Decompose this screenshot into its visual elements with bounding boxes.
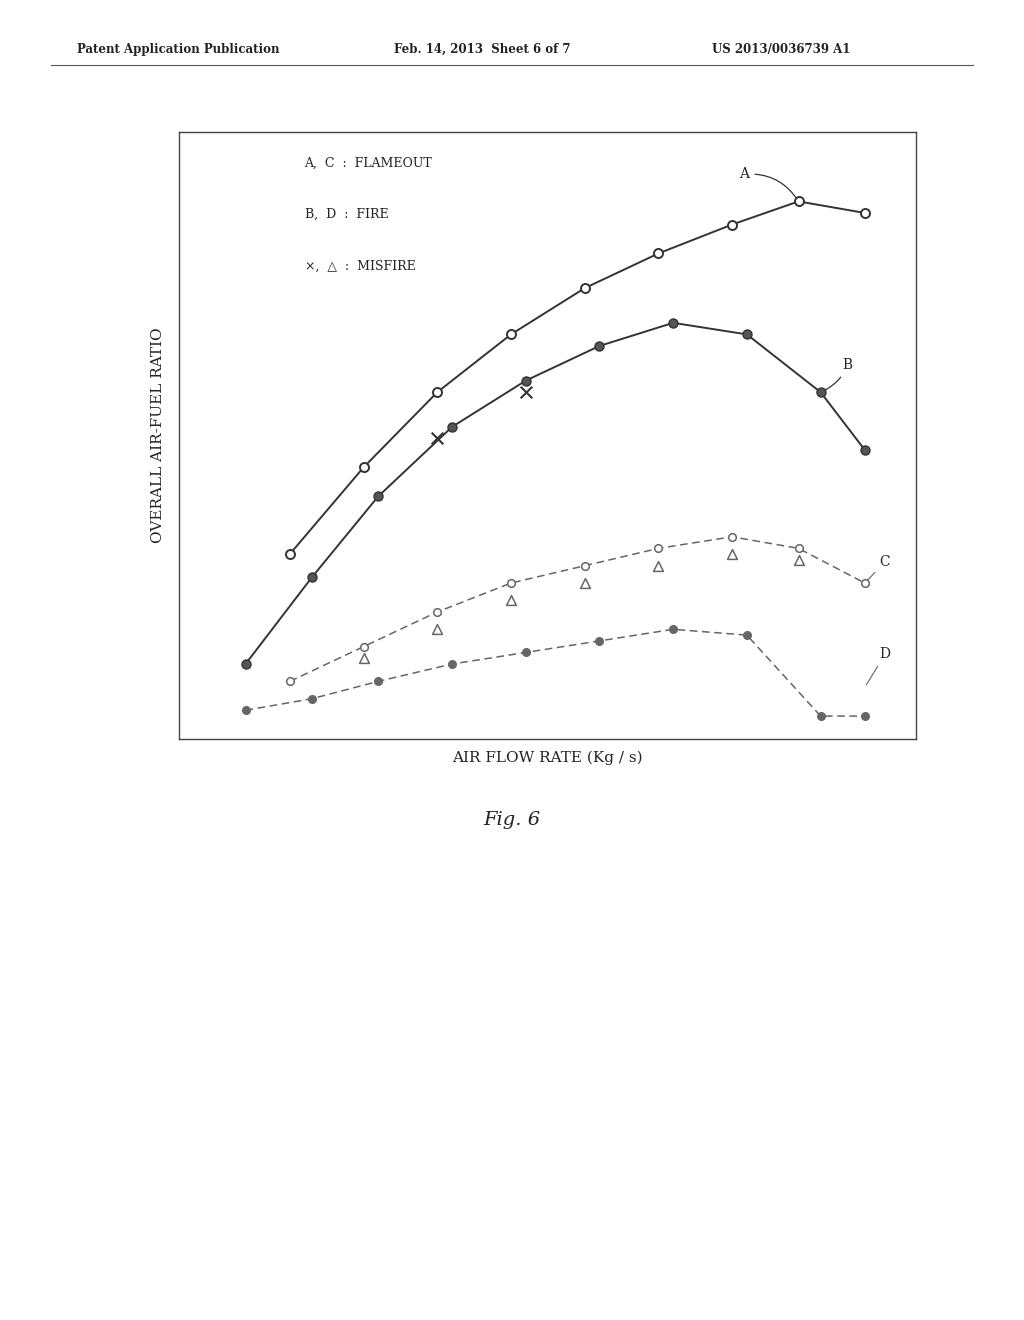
Text: B,  D  :  FIRE: B, D : FIRE bbox=[304, 209, 388, 220]
Point bbox=[355, 648, 372, 669]
Point bbox=[791, 549, 807, 570]
Point bbox=[429, 619, 445, 640]
Y-axis label: OVERALL AIR-FUEL RATIO: OVERALL AIR-FUEL RATIO bbox=[152, 327, 165, 544]
Text: B: B bbox=[823, 358, 853, 391]
Text: Feb. 14, 2013  Sheet 6 of 7: Feb. 14, 2013 Sheet 6 of 7 bbox=[394, 42, 570, 55]
Point bbox=[724, 544, 740, 565]
Point bbox=[429, 428, 445, 449]
Text: US 2013/0036739 A1: US 2013/0036739 A1 bbox=[712, 42, 850, 55]
Point bbox=[517, 381, 534, 403]
Text: Patent Application Publication: Patent Application Publication bbox=[77, 42, 280, 55]
Text: C: C bbox=[866, 554, 890, 581]
Point bbox=[503, 590, 519, 611]
Point bbox=[577, 573, 593, 594]
Text: Fig. 6: Fig. 6 bbox=[483, 810, 541, 829]
X-axis label: AIR FLOW RATE (Kg / s): AIR FLOW RATE (Kg / s) bbox=[453, 750, 643, 764]
Text: A: A bbox=[739, 168, 797, 199]
Text: A,  C  :  FLAMEOUT: A, C : FLAMEOUT bbox=[304, 156, 432, 169]
Point bbox=[650, 556, 667, 577]
Text: D: D bbox=[866, 647, 891, 685]
Text: ×,  △  :  MISFIRE: ×, △ : MISFIRE bbox=[304, 260, 416, 272]
